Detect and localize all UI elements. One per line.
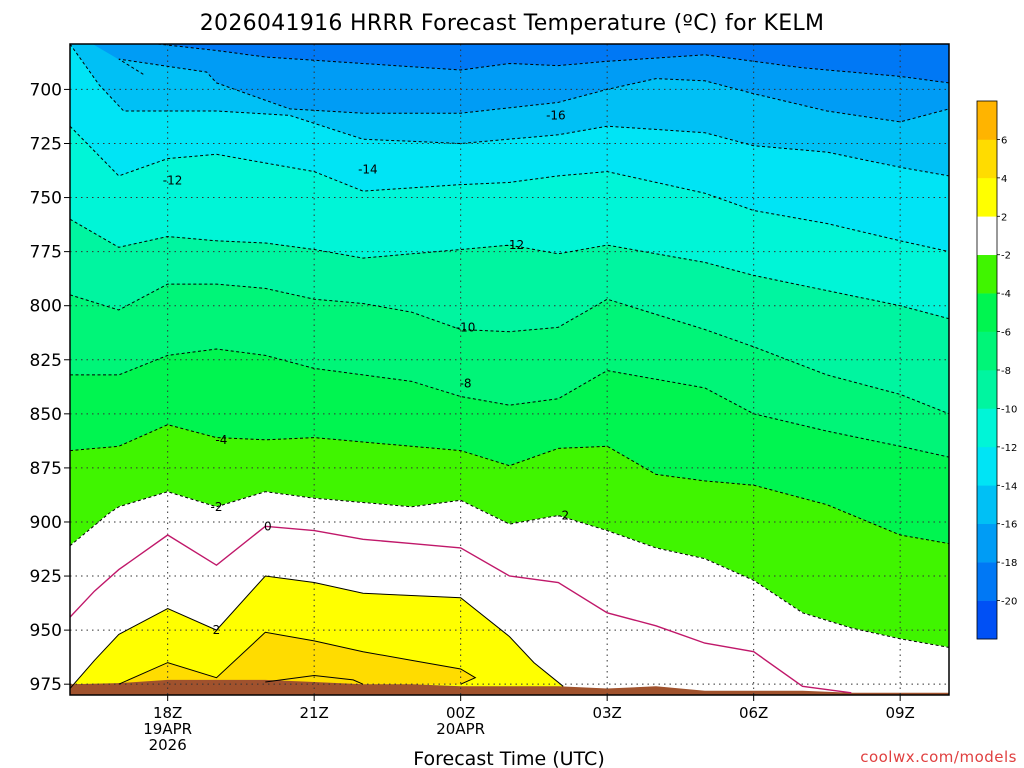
contour-line bbox=[118, 631, 477, 685]
colorbar-swatch bbox=[977, 139, 997, 179]
x-tick-label: 09Z bbox=[885, 704, 914, 722]
y-tick-label: 900 bbox=[30, 513, 62, 533]
contour-line bbox=[265, 674, 364, 685]
colorbar-tick-label: -2 bbox=[1001, 251, 1011, 262]
contour-label: -14 bbox=[358, 162, 378, 176]
contour-labels: -16 -14 -12 -12 -10 -8 -4 -2 -2 0 2 bbox=[163, 108, 569, 637]
contour-label: -12 bbox=[163, 173, 183, 187]
colorbar-tick-label: -4 bbox=[1001, 289, 1011, 300]
x-tick-label: 03Z bbox=[592, 704, 621, 722]
contour-label: -4 bbox=[215, 433, 227, 447]
y-tick-label: 925 bbox=[30, 567, 62, 587]
contour-line bbox=[70, 218, 949, 320]
contour-label: -2 bbox=[211, 500, 223, 514]
colorbar-tick-label: -10 bbox=[1001, 404, 1017, 415]
y-tick-label: 875 bbox=[30, 459, 62, 479]
contour-label: -8 bbox=[460, 377, 472, 391]
colorbar-swatch bbox=[977, 370, 997, 409]
contour-label: 2 bbox=[213, 623, 221, 637]
contour-lines bbox=[70, 44, 949, 694]
contour-line bbox=[70, 283, 949, 415]
colorbar-swatch bbox=[977, 600, 997, 640]
colorbar-tick-label: 6 bbox=[1001, 135, 1007, 146]
colorbar-swatch bbox=[977, 293, 997, 332]
contour-label: -12 bbox=[505, 238, 525, 252]
y-tick-label: 800 bbox=[30, 297, 62, 317]
contour-line bbox=[70, 44, 949, 177]
x-tick-label: 2026 bbox=[149, 736, 187, 754]
y-tick-label: 775 bbox=[30, 243, 62, 263]
y-tick-label: 700 bbox=[30, 80, 62, 100]
contour-line bbox=[70, 348, 949, 458]
colorbar-tick-label: -8 bbox=[1001, 366, 1011, 377]
colorbar-swatch bbox=[977, 177, 997, 217]
colorbar-tick-label: -12 bbox=[1001, 443, 1017, 454]
x-tick-label: 19APR bbox=[143, 720, 192, 738]
colorbar-swatch bbox=[977, 101, 997, 140]
colorbar-swatch bbox=[977, 216, 997, 256]
plot-area: -16 -14 -12 -12 -10 -8 -4 -2 -2 0 2 bbox=[70, 44, 949, 695]
x-tick-label: 06Z bbox=[739, 704, 768, 722]
contour-line bbox=[118, 58, 949, 123]
contour-line bbox=[70, 491, 949, 648]
contour-line bbox=[70, 575, 564, 689]
contour-label: -16 bbox=[546, 108, 566, 122]
ground-terrain bbox=[70, 679, 949, 695]
colorbar-swatch bbox=[977, 523, 997, 563]
plot-frame bbox=[69, 43, 950, 696]
y-axis-ticks: 700 725 750 775 800 825 850 875 900 925 950 975 bbox=[30, 80, 70, 695]
y-tick-label: 825 bbox=[30, 351, 62, 371]
contour-line bbox=[70, 525, 852, 694]
colorbar-tick-label: -20 bbox=[1001, 597, 1017, 608]
y-tick-label: 725 bbox=[30, 134, 62, 154]
x-tick-label: 18Z bbox=[153, 704, 182, 722]
y-tick-label: 750 bbox=[30, 189, 62, 209]
colorbar-swatch bbox=[977, 408, 997, 448]
chart-title: 2026041916 HRRR Forecast Temperature (ºC… bbox=[200, 11, 825, 36]
colorbar-swatch bbox=[977, 485, 997, 525]
colorbar-tick-label: 2 bbox=[1001, 212, 1007, 223]
contour-label: -2 bbox=[557, 508, 569, 522]
colorbar-swatch bbox=[977, 562, 997, 601]
y-tick-label: 850 bbox=[30, 405, 62, 425]
contour-label: -10 bbox=[456, 320, 476, 334]
colorbar-swatch bbox=[977, 331, 997, 371]
contour-label: 0 bbox=[264, 519, 272, 533]
ground-fill bbox=[70, 679, 949, 695]
x-axis-label: Forecast Time (UTC) bbox=[413, 748, 604, 768]
grid-lines bbox=[70, 44, 949, 695]
temperature-fill-layers bbox=[70, 44, 949, 695]
colorbar-tick-label: 4 bbox=[1001, 174, 1007, 185]
x-tick-label: 20APR bbox=[436, 720, 485, 738]
colorbar-tick-label: -6 bbox=[1001, 328, 1011, 339]
y-tick-label: 975 bbox=[30, 675, 62, 695]
y-tick-label: 950 bbox=[30, 621, 62, 641]
colorbar-tick-label: -14 bbox=[1001, 481, 1017, 492]
contour-line bbox=[157, 44, 949, 84]
colorbar-tick-label: -18 bbox=[1001, 558, 1017, 569]
colorbar-tick-label: -16 bbox=[1001, 520, 1017, 531]
credit-text: coolwx.com/models bbox=[860, 748, 1017, 766]
x-tick-label: 00Z bbox=[446, 704, 475, 722]
colorbar-swatch bbox=[977, 446, 997, 486]
colorbar: -20 -18 -16 -14 -12 -10 -8 -6 -4 -2 2 4 6 bbox=[976, 100, 1017, 640]
contour-line bbox=[70, 125, 949, 253]
x-tick-label: 21Z bbox=[299, 704, 328, 722]
colorbar-swatch bbox=[977, 254, 997, 294]
